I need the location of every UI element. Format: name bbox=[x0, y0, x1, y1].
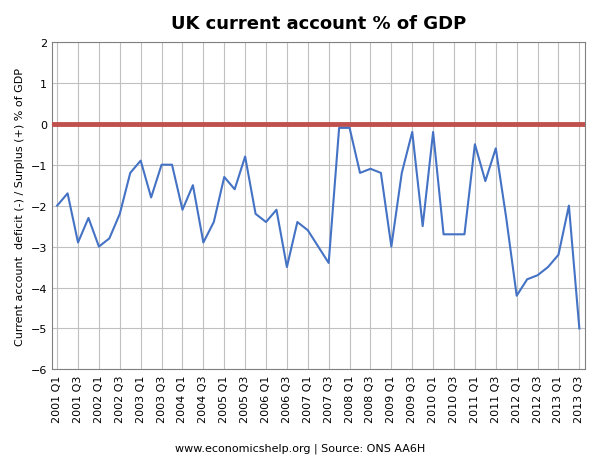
Text: www.economicshelp.org | Source: ONS AA6H: www.economicshelp.org | Source: ONS AA6H bbox=[175, 442, 425, 453]
Y-axis label: Current account  deficit (-) / Surplus (+) % of GDP: Current account deficit (-) / Surplus (+… bbox=[15, 67, 25, 345]
Title: UK current account % of GDP: UK current account % of GDP bbox=[170, 15, 466, 33]
